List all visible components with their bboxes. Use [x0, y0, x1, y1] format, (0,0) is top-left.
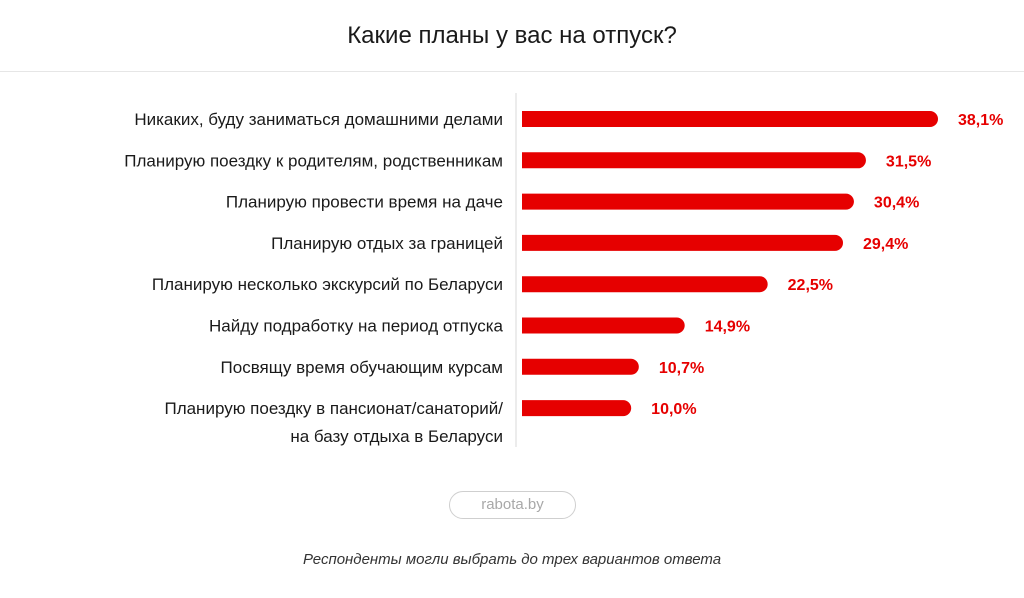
bar — [522, 317, 685, 334]
data-label: 38,1% — [958, 112, 1003, 129]
category-label-line: Посвящу время обучающим курсам — [221, 358, 503, 377]
category-label-line: Планирую провести время на даче — [226, 193, 503, 212]
bar — [522, 400, 632, 417]
chart-title: Какие планы у вас на отпуск? — [347, 22, 677, 49]
data-label: 31,5% — [886, 153, 931, 170]
footnote: Респонденты могли выбрать до трех вариан… — [302, 551, 722, 568]
category-label-line: Планирую поездку к родителям, родственни… — [124, 151, 503, 170]
data-label: 22,5% — [788, 277, 833, 294]
data-label: 30,4% — [874, 195, 919, 212]
category-label-line: Планирую несколько экскурсий по Беларуси — [152, 275, 503, 294]
bar — [522, 152, 866, 169]
category-label-line: Планирую поездку в пансионат/санаторий/ — [164, 399, 503, 418]
bar — [522, 276, 768, 293]
category-label-line: на базу отдыха в Беларуси — [290, 427, 503, 446]
data-label: 10,0% — [651, 401, 696, 418]
category-label-line: Найду подработку на период отпуска — [209, 317, 504, 336]
bar — [522, 111, 938, 127]
category-label-line: Планирую отдых за границей — [271, 234, 503, 253]
data-label: 10,7% — [659, 360, 704, 377]
data-label: 14,9% — [705, 319, 750, 336]
category-label: Планирую несколько экскурсий по Беларуси — [152, 275, 503, 294]
bar — [522, 193, 854, 210]
header-divider — [0, 71, 1024, 72]
bar — [522, 234, 844, 251]
category-label: Найду подработку на период отпуска — [209, 317, 504, 336]
category-label: Планирую поездку в пансионат/санаторий/н… — [164, 399, 503, 446]
bar — [522, 358, 639, 375]
category-label: Никаких, буду заниматься домашними делам… — [134, 110, 503, 129]
source-logo: rabota.by — [449, 491, 576, 519]
category-label: Планирую поездку к родителям, родственни… — [124, 151, 503, 170]
category-label: Планирую отдых за границей — [271, 234, 503, 253]
category-label: Посвящу время обучающим курсам — [221, 358, 503, 377]
category-label: Планирую провести время на даче — [226, 193, 503, 212]
data-label: 29,4% — [863, 236, 908, 253]
category-label-line: Никаких, буду заниматься домашними делам… — [134, 110, 503, 129]
